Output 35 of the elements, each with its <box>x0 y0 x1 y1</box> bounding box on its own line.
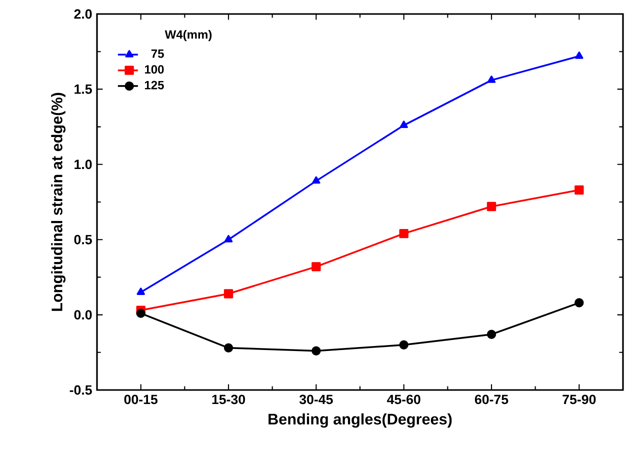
y-tick-label: 1.0 <box>74 160 92 170</box>
point <box>312 346 321 356</box>
point <box>399 340 408 350</box>
point <box>574 185 584 195</box>
y-tick-label: 2.0 <box>74 9 92 19</box>
point <box>574 298 584 308</box>
x-tick-label: 75-90 <box>562 394 596 404</box>
point <box>400 120 408 128</box>
x-tick-label: 60-75 <box>474 394 508 404</box>
point <box>399 228 408 238</box>
x-tick-label: 45-60 <box>386 394 420 404</box>
legend-label: 100 <box>144 65 164 74</box>
point <box>224 289 234 298</box>
point <box>486 330 496 339</box>
x-tick-label: 30-45 <box>299 394 333 404</box>
legend-label: 125 <box>144 80 164 90</box>
point <box>136 308 146 318</box>
y-axis-title: Longitudinal strain at edge(%) <box>51 92 66 311</box>
legend-title: W4(mm) <box>164 30 212 42</box>
x-axis-title: Bending angles(Degrees) <box>268 413 452 428</box>
legend-label: 75 <box>151 50 164 58</box>
point <box>575 52 584 59</box>
point <box>312 262 321 272</box>
x-tick-label: 00-15 <box>124 394 158 404</box>
point <box>136 288 145 295</box>
y-tick-label: -0.5 <box>70 385 92 395</box>
point <box>487 76 496 83</box>
y-tick-label: 1.5 <box>74 84 92 94</box>
point <box>224 235 233 242</box>
y-tick-label: 0.0 <box>74 310 92 320</box>
point <box>312 176 320 184</box>
point <box>486 202 496 212</box>
x-tick-label: 15-30 <box>212 394 246 404</box>
point <box>224 343 234 352</box>
y-tick-label: 0.5 <box>74 234 92 244</box>
